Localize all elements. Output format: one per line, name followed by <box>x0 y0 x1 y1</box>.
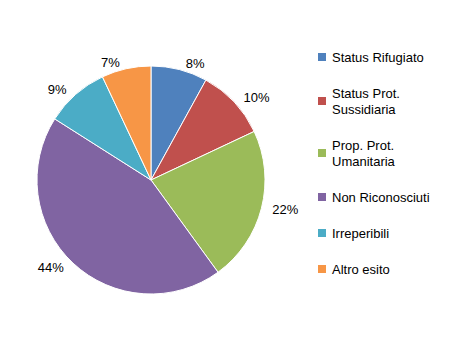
svg-text:Irreperibili: Irreperibili <box>332 226 389 241</box>
svg-text:Status Rifugiato: Status Rifugiato <box>332 50 424 65</box>
svg-text:44%: 44% <box>38 260 64 275</box>
svg-text:22%: 22% <box>272 202 298 217</box>
svg-text:Umanitaria: Umanitaria <box>332 154 396 169</box>
svg-text:7%: 7% <box>101 55 120 70</box>
svg-text:Altro esito: Altro esito <box>332 262 390 277</box>
svg-text:Prop. Prot.: Prop. Prot. <box>332 138 398 153</box>
svg-text:8%: 8% <box>186 56 205 71</box>
svg-text:Status Prot.: Status Prot. <box>332 86 404 101</box>
svg-text:Non Riconosciuti: Non Riconosciuti <box>332 190 430 205</box>
svg-text:Sussidiaria: Sussidiaria <box>332 102 396 117</box>
svg-text:10%: 10% <box>243 90 269 105</box>
svg-text:9%: 9% <box>48 82 67 97</box>
